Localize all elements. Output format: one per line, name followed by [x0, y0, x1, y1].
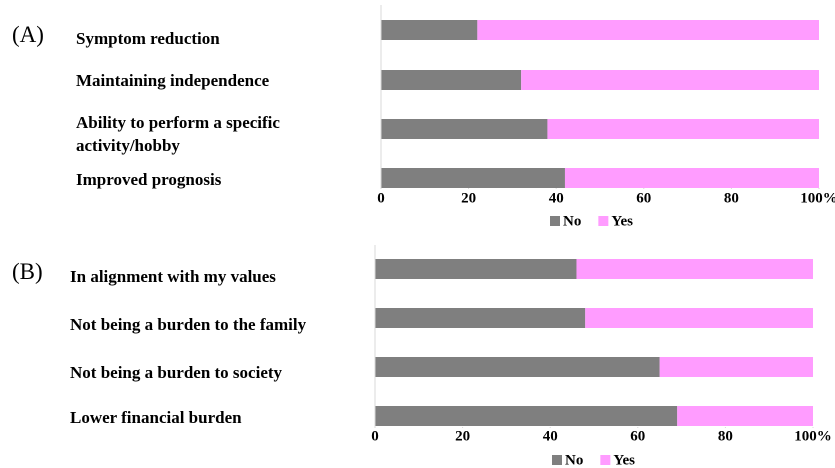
category-label: Symptom reduction	[76, 29, 220, 48]
bar-segment	[375, 259, 577, 279]
category-label: Not being a burden to the family	[70, 315, 307, 334]
x-tick-label: 100%	[794, 428, 832, 444]
bar-segment	[381, 70, 522, 90]
bar-segment	[375, 406, 678, 426]
x-tick-label: 40	[549, 190, 564, 206]
legend-label: Yes	[611, 213, 633, 229]
category-label: In alignment with my values	[70, 267, 276, 286]
x-tick-label: 0	[377, 190, 385, 206]
bar-segment	[585, 308, 813, 328]
x-tick-label: 40	[543, 428, 558, 444]
x-tick-label: 100%	[800, 190, 835, 206]
bar-segment	[381, 20, 478, 40]
category-label: Maintaining independence	[76, 71, 270, 90]
panel-label: (B)	[12, 259, 43, 284]
bar-segment	[381, 119, 548, 139]
legend-swatch	[598, 216, 609, 226]
x-tick-label: 80	[724, 190, 739, 206]
x-tick-label: 20	[455, 428, 470, 444]
legend-swatch	[550, 216, 560, 226]
legend-swatch	[600, 455, 611, 465]
legend-swatch	[552, 455, 562, 465]
legend-label: Yes	[613, 452, 635, 468]
x-tick-label: 60	[636, 190, 651, 206]
category-label: Not being a burden to society	[70, 363, 283, 382]
bar-segment	[381, 168, 565, 188]
x-tick-label: 20	[461, 190, 476, 206]
category-label: Ability to perform a specific activity/h…	[76, 113, 280, 155]
bar-segment	[659, 357, 813, 377]
legend-label: No	[563, 213, 581, 229]
x-tick-label: 60	[630, 428, 645, 444]
bar-segment	[547, 119, 819, 139]
legend-label: No	[565, 452, 583, 468]
x-tick-label: 80	[718, 428, 733, 444]
category-label: Improved prognosis	[76, 170, 222, 189]
bar-segment	[477, 20, 819, 40]
panel-label: (A)	[12, 22, 44, 47]
bar-segment	[521, 70, 819, 90]
category-label: Lower financial burden	[70, 408, 242, 427]
x-tick-label: 0	[371, 428, 379, 444]
bar-segment	[564, 168, 819, 188]
bar-segment	[375, 357, 660, 377]
bar-segment	[576, 259, 813, 279]
bar-segment	[677, 406, 813, 426]
bar-segment	[375, 308, 586, 328]
